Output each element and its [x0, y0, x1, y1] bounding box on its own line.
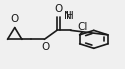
Text: Cl: Cl: [78, 22, 88, 32]
Text: O: O: [11, 14, 19, 24]
Text: O: O: [54, 4, 63, 14]
Text: O: O: [41, 42, 49, 52]
Text: H: H: [66, 11, 74, 21]
Text: N: N: [64, 11, 71, 21]
